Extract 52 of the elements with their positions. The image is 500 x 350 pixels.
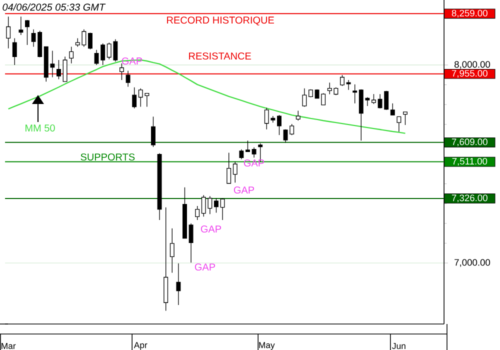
candlestick (6, 16, 11, 49)
candlestick (246, 140, 250, 152)
x-tick-label: Jun (392, 342, 406, 350)
candlestick (56, 60, 61, 80)
annotation: SUPPORTS (80, 153, 135, 161)
text: MM 50 (26, 124, 55, 132)
candlestick (62, 56, 68, 82)
ref-line-label: 7,326.00 (452, 194, 488, 202)
annotation: GAP (234, 186, 254, 194)
y-tick-label: 8,000.00 (454, 61, 490, 69)
candlestick (214, 198, 218, 214)
annotation: RESISTANCE (189, 52, 251, 60)
annotation: GAP (194, 263, 216, 271)
candlestick (232, 161, 238, 183)
candlestick (340, 74, 344, 86)
annotation: RECORD HISTORIQUE (167, 16, 274, 26)
candlestick (151, 116, 156, 148)
candlestick (132, 87, 137, 109)
candlestick (352, 84, 358, 104)
candlestick (346, 80, 351, 90)
candlestick (120, 63, 124, 80)
candlestick (176, 263, 181, 306)
candlestick (396, 116, 402, 132)
candlestick (12, 38, 17, 66)
candlestick (18, 16, 24, 36)
candlestick (188, 223, 194, 263)
ref-line-label: 7,955.00 (452, 70, 488, 78)
x-tick-label: May (259, 342, 275, 350)
annotation: 04/06/2025 05:33 GMT (2, 3, 106, 11)
annotation: GAP (200, 225, 222, 233)
ref-line-label: 7,511.00 (452, 158, 488, 166)
candlestick (25, 20, 30, 46)
y-tick-label: 7,000.00 (454, 259, 490, 267)
candlestick (226, 152, 232, 184)
candlestick (390, 103, 395, 116)
candlestick (69, 46, 74, 64)
ref-line-label: 7,609.00 (452, 138, 488, 146)
candlestick (252, 147, 256, 158)
candlestick (88, 32, 92, 50)
candlestick (277, 114, 282, 136)
candlestick (195, 206, 200, 220)
x-tick-label: Mar (2, 342, 16, 350)
x-tick-label: Apr (134, 342, 148, 350)
candlestick (170, 228, 174, 274)
candlestick (302, 88, 307, 108)
candlestick (403, 112, 408, 126)
candlestick (220, 198, 225, 220)
candlestick (372, 94, 376, 104)
candlestick (126, 70, 130, 88)
candlestick (296, 110, 300, 121)
ref-line-label: 8,259.00 (452, 10, 488, 18)
candlestick (239, 148, 244, 160)
